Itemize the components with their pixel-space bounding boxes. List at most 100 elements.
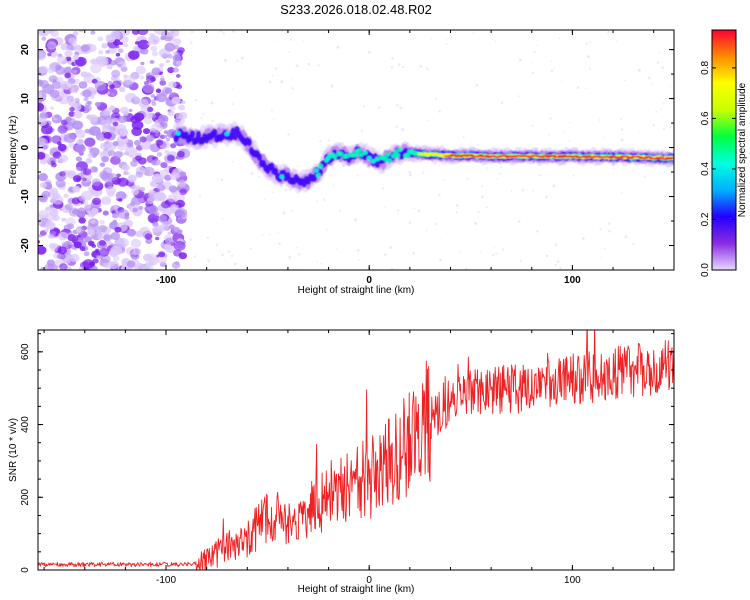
spectrogram-noise-dot <box>624 79 626 82</box>
spectrogram-noise-blob <box>64 72 72 79</box>
spectrogram-noise-dot <box>589 40 591 43</box>
spectrogram-noise-blob <box>167 66 175 74</box>
spectrogram-noise-dot <box>638 130 641 132</box>
spectrogram-noise-blob <box>102 210 109 216</box>
spectrogram-noise-blob <box>45 206 51 212</box>
spectrogram-noise-dot <box>358 259 361 262</box>
spectrogram-noise-blob <box>89 58 96 65</box>
spectrogram-noise-blob <box>134 262 146 270</box>
spectrogram-noise-dot <box>434 98 438 101</box>
spectrogram-noise-dot <box>667 74 670 76</box>
spectrogram-ridge-cell <box>332 154 338 160</box>
spectrogram-noise-blob <box>132 95 140 102</box>
spectrogram-noise-blob <box>135 186 140 190</box>
spectrogram-noise-blob <box>155 111 161 117</box>
snr-x-tick-label: 100 <box>564 575 581 586</box>
spectrogram-noise-blob <box>175 74 181 78</box>
spectrogram-noise-dot <box>194 98 198 102</box>
spectrogram-noise-blob <box>49 187 59 196</box>
spectrogram-noise-blob <box>94 80 107 91</box>
spectrogram-noise-dot <box>295 64 299 68</box>
spectrogram-ridge-cell <box>559 156 565 158</box>
spectrogram-noise-blob <box>117 48 124 54</box>
spectrogram-noise-dot <box>180 83 183 86</box>
spectrogram-noise-dot <box>558 37 561 40</box>
spectrogram-noise-dot <box>517 95 520 98</box>
spectrogram-noise-dot <box>269 233 271 236</box>
spectrogram-noise-blob <box>50 106 55 110</box>
spectrogram-noise-dot <box>464 267 468 270</box>
spectrogram-noise-dot <box>317 64 320 67</box>
spectrogram-noise-blob <box>167 231 172 235</box>
spectrogram-noise-dot <box>588 67 591 70</box>
spectrogram-noise-blob <box>45 221 56 230</box>
spectrogram-ridge-cell <box>395 153 401 158</box>
spectrogram-noise-dot <box>620 118 623 120</box>
spectrogram-noise-blob <box>175 60 182 66</box>
spectrogram-noise-dot <box>284 188 288 192</box>
spectrogram-noise-dot <box>319 139 322 143</box>
snr-y-axis-label: SNR (10 * v/v) <box>8 418 19 482</box>
spectrogram-ridge-cell <box>224 131 230 137</box>
spectrogram-noise-dot <box>550 69 554 73</box>
spectrogram-ridge-cell <box>344 153 350 159</box>
spectrogram-noise-dot <box>474 221 478 225</box>
spectrogram-ridge-cell <box>543 154 549 157</box>
spectrogram-noise-blob <box>145 238 153 244</box>
spectrogram-noise-dot <box>612 172 615 175</box>
spectrogram-noise-blob <box>39 182 48 189</box>
spectrogram-noise-blob <box>59 263 68 270</box>
snr-series-line <box>38 330 674 570</box>
spectrogram-noise-blob <box>85 157 93 164</box>
spectrogram-noise-dot <box>391 57 394 61</box>
spectrogram-noise-dot <box>521 188 525 192</box>
spectrogram-noise-blob <box>138 98 149 108</box>
spectrogram-noise-blob <box>91 78 98 84</box>
spectrogram-noise-blob <box>168 81 177 89</box>
spectrogram-noise-blob <box>90 30 96 35</box>
spectrogram-ridge-cell <box>555 156 561 159</box>
spectrogram-noise-blob <box>130 238 142 248</box>
colorbar-ticks: 0.0 0.2 0.4 0.6 0.8 <box>700 61 736 277</box>
spectrogram-noise-blob <box>156 184 166 192</box>
spectrogram-noise-blob <box>95 59 101 64</box>
spectrogram-noise-blob <box>175 208 188 218</box>
spectrogram-noise-dot <box>477 210 480 214</box>
spectrogram-noise-dot <box>270 109 273 112</box>
spectrogram-noise-blob <box>165 59 170 63</box>
spectrogram-noise-layer <box>38 30 674 270</box>
spectrogram-ridge-cell <box>502 154 508 157</box>
spectrogram-noise-blob <box>176 150 185 158</box>
spectrogram-noise-blob <box>117 237 129 248</box>
spectrogram-noise-blob <box>152 221 159 227</box>
spectrogram-noise-blob <box>49 89 60 99</box>
spectrogram-noise-blob <box>65 99 72 104</box>
spectrogram-noise-blob <box>140 47 149 55</box>
spectrogram-noise-dot <box>291 87 294 90</box>
spectrogram-noise-blob <box>115 52 121 57</box>
spectrogram-noise-dot <box>288 255 292 259</box>
spectrogram-noise-blob <box>171 226 181 235</box>
spectrogram-noise-blob <box>155 88 162 94</box>
spectrogram-noise-blob <box>122 243 127 247</box>
spectrogram-noise-blob <box>98 225 108 233</box>
spectrogram-ridge-cell <box>279 174 285 180</box>
spectrogram-ridge-cell <box>358 152 364 158</box>
spectrogram-noise-dot <box>356 249 360 252</box>
spectrogram-ridge-cell <box>545 156 551 158</box>
spectrogram-noise-dot <box>223 35 225 37</box>
spectrogram-noise-blob <box>133 139 142 146</box>
spectrogram-noise-blob <box>71 69 76 74</box>
spectrogram-noise-blob <box>83 104 92 112</box>
spectrogram-ridge-cell <box>386 158 393 164</box>
spectrogram-noise-dot <box>492 253 495 257</box>
spectrogram-noise-blob <box>101 119 112 129</box>
spectrogram-noise-blob <box>57 125 68 134</box>
spectrogram-noise-dot <box>421 171 425 174</box>
spectrogram-noise-blob <box>64 259 71 264</box>
spectrogram-noise-blob <box>126 228 137 237</box>
spectrogram-noise-blob <box>63 193 69 199</box>
spectrogram-noise-blob <box>131 188 140 196</box>
snr-x-tick-label: 0 <box>366 575 372 586</box>
spectrogram-noise-blob <box>39 230 47 236</box>
